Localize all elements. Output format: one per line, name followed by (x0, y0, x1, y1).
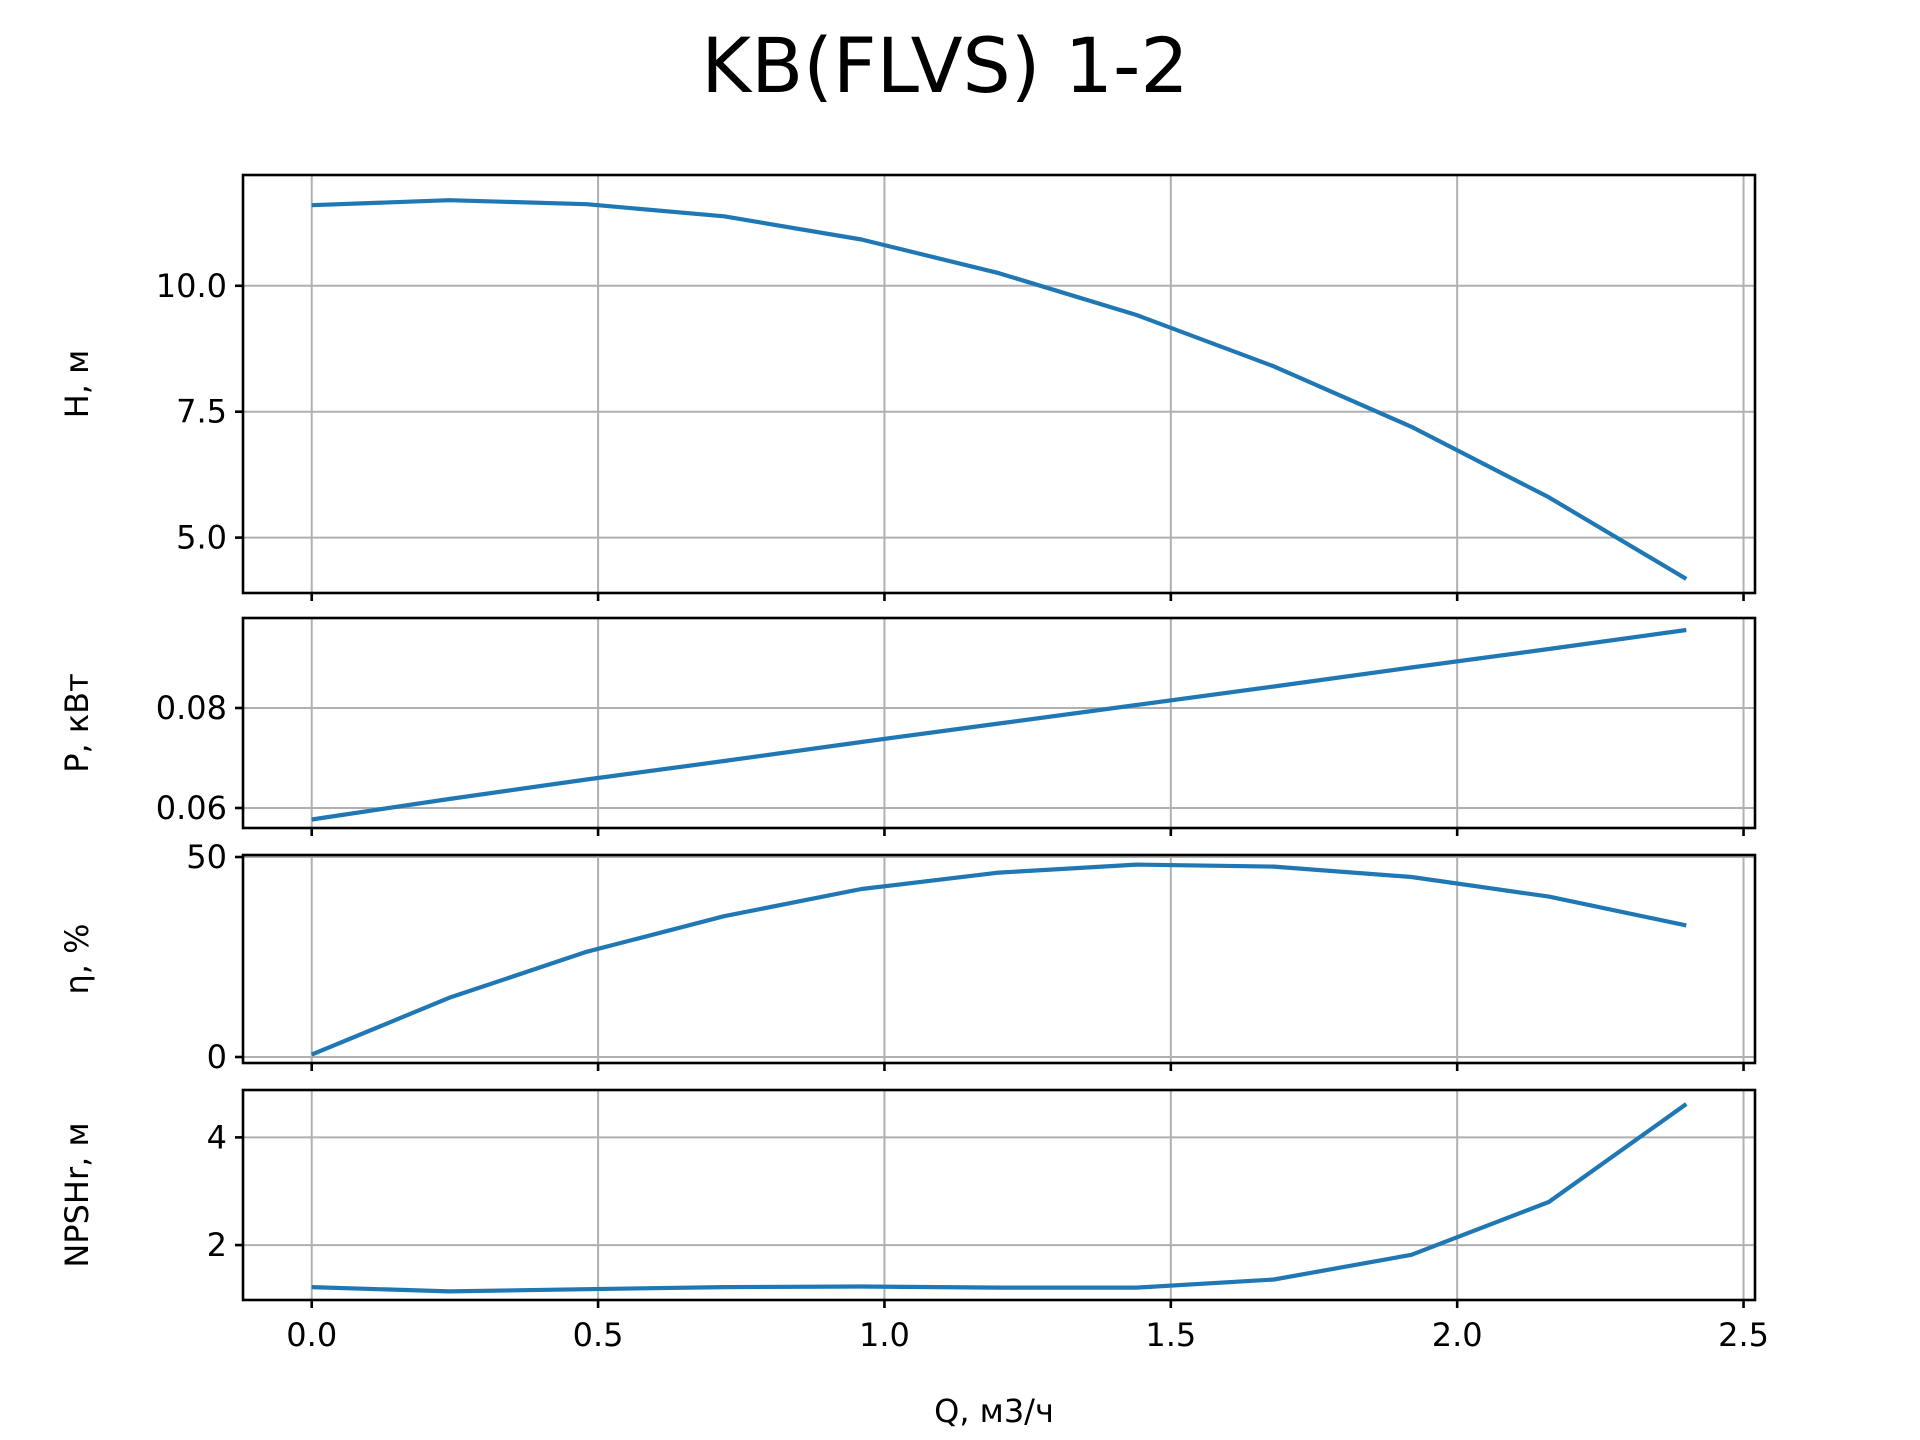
panel-frame (241, 173, 1757, 595)
panel-frame (241, 853, 1757, 1065)
y-tick-label: 0.06 (156, 789, 227, 827)
series-line (311, 198, 1688, 581)
x-axis-ticks: 0.0 0.5 1.0 1.5 2.0 2.5 (286, 1316, 1769, 1354)
x-tick-label: 2.0 (1432, 1316, 1483, 1354)
panel-frame (241, 616, 1757, 830)
x-tick-label: 1.5 (1145, 1316, 1196, 1354)
panel-3: 0 50 η, % (58, 838, 1757, 1076)
panel-2: 0.06 0.08 P, кВт (58, 616, 1757, 836)
y-tick-label: 50 (186, 838, 227, 876)
panel-frame (241, 1088, 1757, 1302)
y-tick-label: 4 (207, 1118, 227, 1156)
x-tick-label: 0.5 (573, 1316, 624, 1354)
y-axis-label: P, кВт (58, 673, 96, 773)
y-tick-label: 2 (207, 1226, 227, 1264)
series-line (311, 1102, 1688, 1294)
chart-panels: 5.0 7.5 10.0 H, м 0.06 0.08 P, кВт 0 50 η, % 2 4 NPS… (58, 173, 1757, 1308)
y-tick-label: 10.0 (156, 267, 227, 305)
y-tick-label: 7.5 (176, 393, 227, 431)
y-tick-label: 0 (207, 1038, 227, 1076)
series-line (311, 627, 1687, 822)
panel-1: 5.0 7.5 10.0 H, м (58, 173, 1757, 601)
series-line (310, 862, 1687, 1057)
x-tick-label: 0.0 (286, 1316, 337, 1354)
y-tick-label: 5.0 (176, 519, 227, 557)
x-axis-label: Q, м3/ч (934, 1392, 1054, 1430)
panel-4: 2 4 NPSHr, м (58, 1088, 1757, 1308)
x-tick-label: 1.0 (859, 1316, 910, 1354)
y-tick-label: 0.08 (156, 689, 227, 727)
y-axis-label: NPSHr, м (58, 1122, 96, 1267)
chart-title: KB(FLVS) 1-2 (701, 21, 1189, 110)
y-axis-label: H, м (58, 350, 96, 419)
x-tick-label: 2.5 (1718, 1316, 1769, 1354)
y-axis-label: η, % (58, 923, 96, 994)
